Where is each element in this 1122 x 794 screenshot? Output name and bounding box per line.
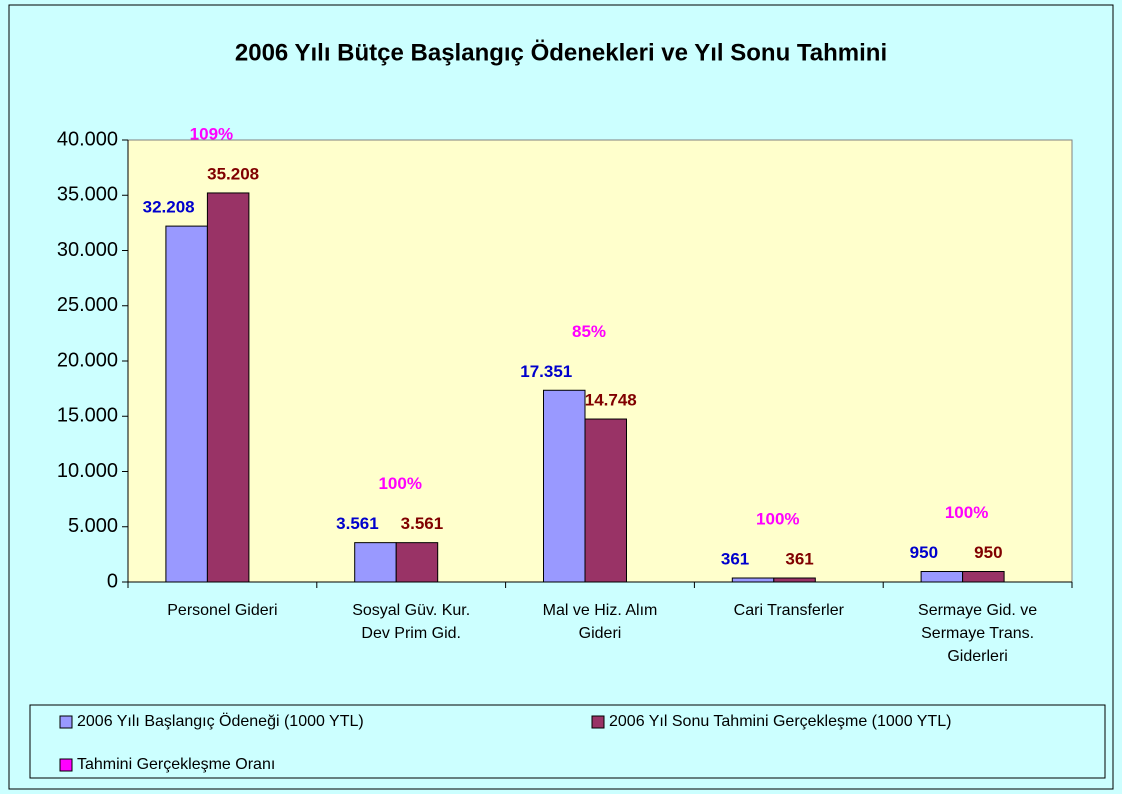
bar: [206, 192, 250, 583]
x-tick-label: Sermaye Gid. ve Sermaye Trans. Giderleri: [918, 602, 1038, 665]
data-label: 35.208: [207, 164, 259, 183]
data-label: 17.351: [520, 362, 572, 381]
y-tick-label: 5.000: [68, 515, 118, 537]
legend-swatch: [59, 715, 73, 729]
bar: [584, 418, 627, 583]
ratio-label: 85%: [572, 322, 606, 341]
x-tick-label: Cari Transferler: [733, 602, 844, 619]
data-label: 14.748: [585, 391, 637, 410]
y-tick-label: 10.000: [57, 460, 118, 482]
data-label: 950: [974, 543, 1002, 562]
legend-label: 2006 Yılı Başlangıç Ödeneği (1000 YTL): [77, 712, 364, 730]
y-tick-label: 20.000: [57, 349, 118, 371]
chart-border: [8, 4, 1114, 790]
legend-box: [29, 704, 1106, 779]
bar: [165, 225, 208, 583]
ratio-label: 100%: [945, 503, 988, 522]
bar: [354, 542, 397, 583]
legend-swatch: [591, 715, 605, 729]
data-label: 32.208: [143, 198, 195, 217]
y-tick-label: 30.000: [57, 239, 118, 261]
bar: [920, 571, 964, 583]
x-tick-label: Sosyal Güv. Kur. Dev Prim Gid.: [352, 602, 471, 642]
bar: [395, 542, 439, 583]
bar: [543, 389, 586, 583]
legend-swatch: [59, 758, 73, 772]
data-label: 3.561: [336, 514, 379, 533]
y-tick-label: 0: [107, 570, 118, 592]
legend-label: 2006 Yıl Sonu Tahmini Gerçekleşme (1000 …: [609, 713, 951, 730]
bar: [773, 577, 816, 583]
data-label: 950: [910, 543, 938, 562]
chart-title: 2006 Yılı Bütçe Başlangıç Ödenekleri ve …: [235, 39, 887, 66]
y-tick-label: 40.000: [57, 128, 118, 150]
data-label: 361: [785, 549, 813, 568]
data-label: 361: [721, 549, 749, 568]
x-tick-label: Personel Gideri: [167, 602, 278, 619]
ratio-label: 109%: [190, 124, 233, 143]
data-label: 3.561: [401, 514, 444, 533]
ratio-label: 100%: [378, 474, 421, 493]
y-tick-label: 15.000: [57, 405, 118, 427]
bar: [731, 577, 775, 583]
ratio-label: 100%: [756, 509, 799, 528]
y-tick-label: 25.000: [57, 294, 118, 316]
y-tick-label: 35.000: [57, 184, 118, 206]
legend-label: Tahmini Gerçekleşme Oranı: [77, 756, 275, 773]
bar: [962, 571, 1005, 583]
x-tick-label: Mal ve Hiz. Alım Gideri: [542, 602, 658, 642]
